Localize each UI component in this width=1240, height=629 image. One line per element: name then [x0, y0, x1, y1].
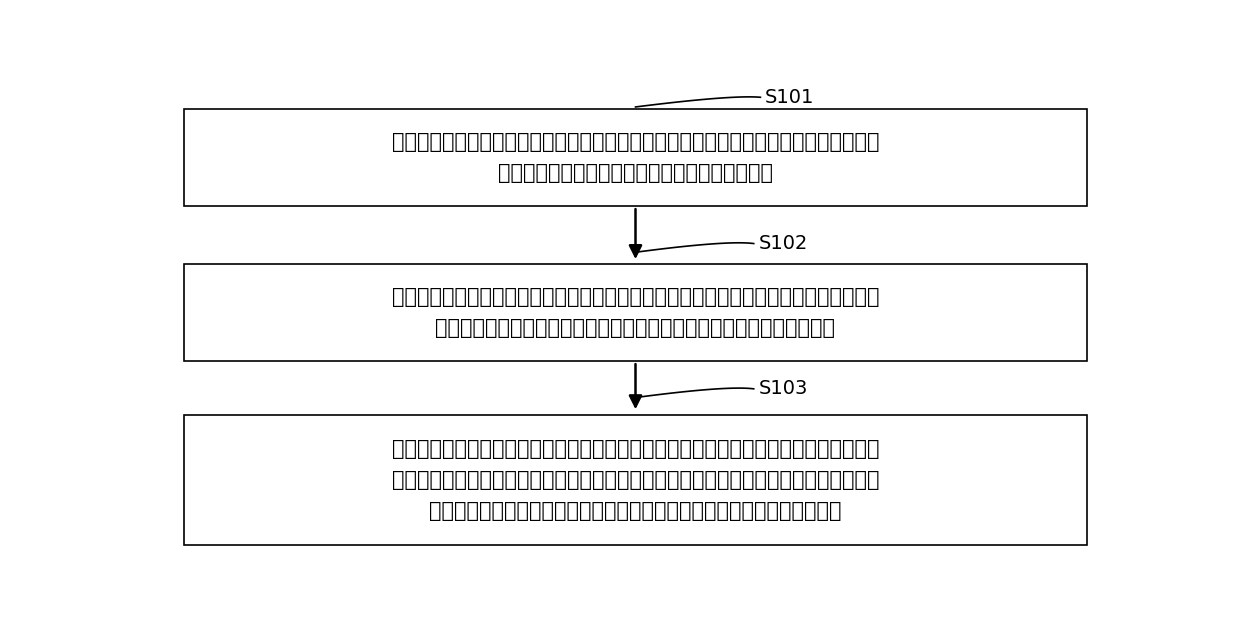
Bar	[184, 109, 1087, 206]
Text: 操纵端的控制器根据所述操纵压力、接触压力大小以及相互关系，输出解锁指令或锁止指
令到所述力反馈装置的轮式止动机构，解锁所述轮式止动机构，使力反馈装置跟随操纵动
: 操纵端的控制器根据所述操纵压力、接触压力大小以及相互关系，输出解锁指令或锁止指 …	[392, 438, 879, 521]
Text: 操纵端的力反馈装置跟随操纵动作运动，采集因操纵动作而产生的包括姿态、速度、加速
度及操纵压力在内的信息，发送到操纵端的控制器: 操纵端的力反馈装置跟随操纵动作运动，采集因操纵动作而产生的包括姿态、速度、加速 …	[392, 132, 879, 184]
Bar	[184, 415, 1087, 545]
Text: 操纵端的控制器将产生包含姿态、速度及加速度在内的信息发送到执行端，控制执行端的
动作执行装置执行相应的操纵动作，接收执行操纵动作时感应的接触压力: 操纵端的控制器将产生包含姿态、速度及加速度在内的信息发送到执行端，控制执行端的 …	[392, 287, 879, 338]
Text: S103: S103	[759, 379, 808, 398]
Text: S102: S102	[759, 234, 808, 253]
Bar	[184, 264, 1087, 361]
Text: S101: S101	[765, 88, 815, 107]
